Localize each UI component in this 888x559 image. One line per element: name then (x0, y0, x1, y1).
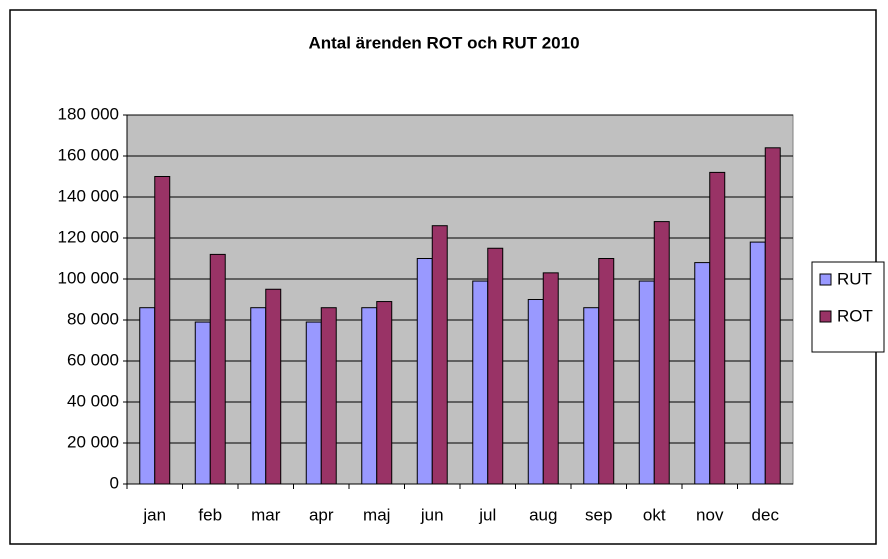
legend-label: ROT (837, 306, 873, 325)
y-tick-label: 140 000 (58, 186, 119, 205)
bar (694, 262, 711, 485)
x-tick-label: dec (752, 505, 780, 524)
bar (653, 221, 670, 485)
x-tick-label: jan (142, 505, 166, 524)
y-tick-label: 180 000 (58, 104, 119, 123)
y-tick-label: 160 000 (58, 145, 119, 164)
x-tick-label: mar (251, 505, 281, 524)
bar (709, 171, 726, 485)
bar (361, 307, 378, 485)
bar (472, 280, 489, 485)
x-tick-label: jun (420, 505, 444, 524)
x-tick-label: maj (363, 505, 390, 524)
bar (376, 301, 393, 485)
bar (598, 258, 615, 485)
legend-swatch (819, 310, 832, 323)
x-tick-label: nov (696, 505, 724, 524)
bar (542, 272, 559, 485)
bar (764, 147, 781, 485)
plot-area (126, 114, 794, 485)
bar (487, 247, 504, 485)
y-tick-label: 100 000 (58, 268, 119, 287)
y-tick-label: 60 000 (67, 350, 119, 369)
y-tick-label: 120 000 (58, 227, 119, 246)
y-tick-label: 80 000 (67, 309, 119, 328)
legend-swatch (819, 273, 832, 286)
bar (209, 253, 226, 485)
bar (583, 307, 600, 485)
y-tick-label: 20 000 (67, 432, 119, 451)
bar (305, 321, 322, 485)
bar (139, 307, 156, 485)
bar (431, 225, 448, 485)
x-tick-label: apr (309, 505, 334, 524)
y-tick-label: 0 (110, 473, 119, 492)
bar (250, 307, 267, 485)
bar (154, 176, 171, 485)
x-tick-label: feb (198, 505, 222, 524)
y-tick-label: 40 000 (67, 391, 119, 410)
bar (194, 321, 211, 485)
bar (265, 288, 282, 485)
x-tick-label: sep (585, 505, 612, 524)
x-tick-label: jul (478, 505, 496, 524)
bar (749, 241, 766, 485)
x-tick-label: aug (529, 505, 557, 524)
legend-label: RUT (837, 269, 872, 288)
chart-title: Antal ärenden ROT och RUT 2010 (308, 33, 579, 52)
bar (320, 307, 337, 485)
x-tick-label: okt (643, 505, 666, 524)
bar (416, 258, 433, 485)
bar (527, 299, 544, 485)
bar (638, 280, 655, 485)
